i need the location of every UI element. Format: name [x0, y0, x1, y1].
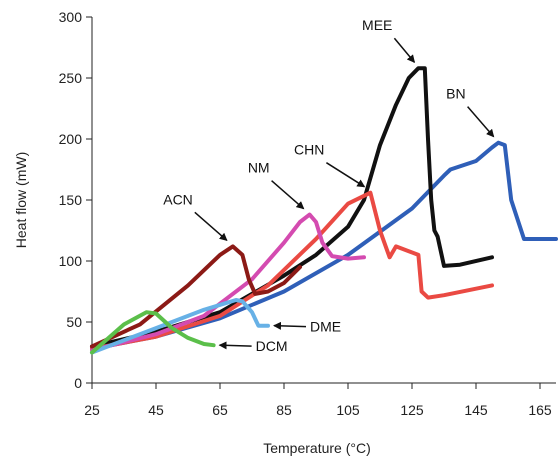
y-tick-label: 150: [59, 192, 83, 208]
annotation-label-nm: NM: [248, 160, 270, 176]
annotation-arrow-chn: [325, 162, 366, 188]
x-tick-label: 65: [212, 402, 228, 418]
annotation-label-chn: CHN: [294, 142, 324, 158]
x-tick-label: 165: [528, 402, 552, 418]
y-axis-label: Heat flow (mW): [13, 152, 29, 248]
y-tick-label: 100: [59, 253, 83, 269]
annotation-label-acn: ACN: [163, 191, 193, 207]
y-tick-label: 50: [66, 314, 82, 330]
annotation-arrow-dcm: [218, 341, 252, 350]
y-tick-label: 250: [59, 70, 83, 86]
axes: 0 50 100 150 200 250 300 25 45 65 85 105 125 145 165: [59, 9, 556, 418]
series-lines: [90, 66, 558, 355]
x-axis-label: Temperature (°C): [263, 440, 371, 456]
x-tick-label: 25: [84, 402, 100, 418]
annotation-label-mee: MEE: [362, 17, 392, 33]
annotation-label-dcm: DCM: [256, 338, 288, 354]
series-line-dme: [90, 298, 270, 355]
annotations: MEE BN CHN NM ACN DME DCM: [163, 17, 495, 354]
series-line-nm: [90, 212, 366, 353]
annotation-arrow-nm: [271, 180, 305, 210]
y-tick-label: 200: [59, 131, 83, 147]
annotation-label-dme: DME: [310, 319, 341, 335]
annotation-arrow-mee: [393, 37, 416, 64]
annotation-arrow-bn: [467, 106, 495, 138]
x-tick-label: 145: [464, 402, 488, 418]
annotation-label-bn: BN: [446, 86, 465, 102]
series-line-dcm: [90, 310, 216, 355]
annotation-arrow-acn: [194, 211, 228, 242]
x-tick-label: 45: [148, 402, 164, 418]
series-line-bn: [90, 140, 558, 351]
series-line-mee: [90, 66, 494, 349]
annotation-arrow-dme: [273, 321, 307, 330]
x-tick-label: 125: [400, 402, 424, 418]
series-line-acn: [90, 244, 302, 349]
x-tick-label: 85: [276, 402, 292, 418]
y-tick-label: 300: [59, 9, 83, 25]
x-tick-label: 105: [336, 402, 360, 418]
y-tick-label: 0: [74, 375, 82, 391]
